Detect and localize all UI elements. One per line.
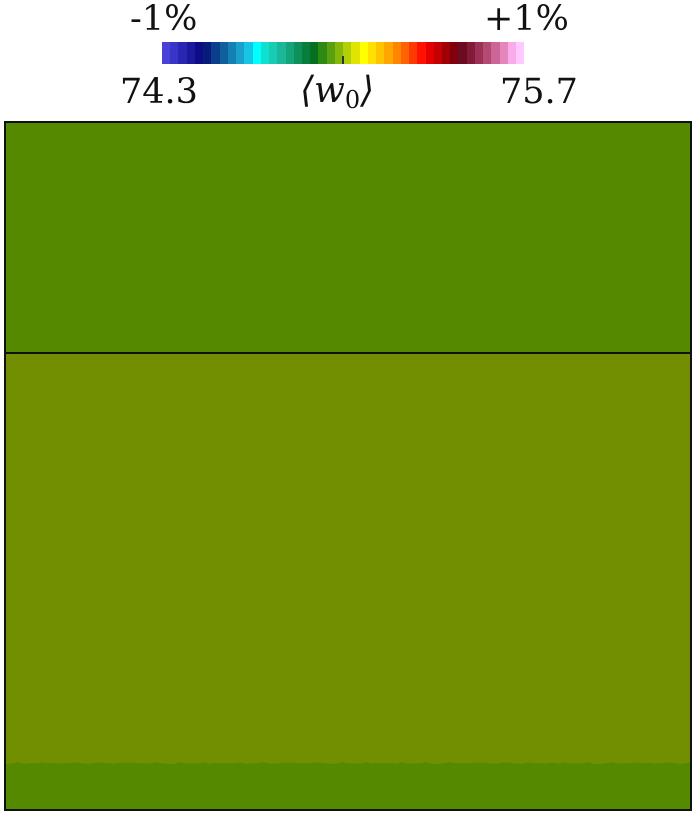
colorbar-segment [162, 42, 171, 64]
field-plot [6, 123, 690, 809]
colorbar-segment [499, 42, 508, 64]
colorbar-segment [450, 42, 459, 64]
colorbar-segment [351, 42, 360, 64]
colorbar-segment [433, 42, 442, 64]
field-plot-frame [4, 121, 692, 811]
colorbar-value-max-label: 75.7 [500, 72, 578, 112]
colorbar-segment [466, 42, 475, 64]
colorbar [162, 42, 525, 64]
colorbar-segment [334, 42, 344, 64]
colorbar-segment [310, 42, 319, 64]
colorbar-segment [425, 42, 434, 64]
colorbar-title: ⟨w0⟩ [300, 70, 375, 114]
colorbar-segment [194, 42, 204, 64]
colorbar-segment [367, 42, 377, 64]
colorbar-segment [269, 42, 278, 64]
colorbar-title-main: ⟨w [300, 70, 345, 111]
colorbar-segment [178, 42, 187, 64]
colorbar-segment [458, 42, 467, 64]
colorbar-segment [343, 42, 352, 64]
colorbar-center-tick [342, 56, 344, 64]
colorbar-segment [219, 42, 228, 64]
colorbar-segment [227, 42, 237, 64]
colorbar-segment [260, 42, 270, 64]
colorbar-title-end: ⟩ [360, 70, 375, 111]
colorbar-segment [474, 42, 484, 64]
colorbar-segment [376, 42, 385, 64]
colorbar-segment [409, 42, 418, 64]
bottom-band [6, 764, 690, 809]
colorbar-segment [392, 42, 401, 64]
colorbar-segment [516, 42, 525, 64]
top-band [6, 123, 690, 353]
colorbar-segment [491, 42, 500, 64]
colorbar-segment [170, 42, 179, 64]
colorbar-segment [507, 42, 517, 64]
colorbar-percent-min-label: -1% [130, 0, 198, 39]
colorbar-segment [417, 42, 426, 64]
colorbar-segment [441, 42, 451, 64]
colorbar-segment [211, 42, 220, 64]
colorbar-segment [186, 42, 195, 64]
colorbar-segment [483, 42, 492, 64]
colorbar-segment [359, 42, 368, 64]
colorbar-segment [252, 42, 261, 64]
colorbar-value-min-label: 74.3 [120, 72, 198, 112]
bottom-band-edge [6, 762, 690, 764]
colorbar-segment [203, 42, 212, 64]
colorbar-segment [285, 42, 294, 64]
colorbar-segment [244, 42, 253, 64]
colorbar-segment [384, 42, 393, 64]
colorbar-segment [236, 42, 245, 64]
colorbar-segment [293, 42, 302, 64]
colorbar-segment [326, 42, 335, 64]
colorbar-title-subscript: 0 [344, 86, 361, 114]
colorbar-segment [301, 42, 311, 64]
colorbar-segment [400, 42, 410, 64]
colorbar-percent-max-label: +1% [484, 0, 569, 39]
colorbar-segment [277, 42, 286, 64]
colorbar-segment [318, 42, 327, 64]
